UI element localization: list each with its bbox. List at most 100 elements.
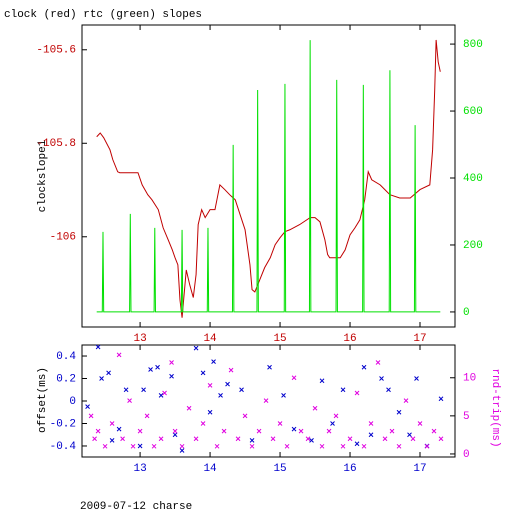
data-point [158,436,164,442]
data-point [312,405,318,411]
y-tick-label: -105.6 [36,45,76,57]
data-point [109,438,115,443]
x-tick-label: 14 [203,333,217,345]
y-axis-label: clockslope1 [37,139,49,212]
data-point [354,441,360,447]
y-tick-label: 0 [69,396,76,408]
data-point [267,364,272,370]
data-point [270,436,276,442]
data-point [130,443,136,449]
data-point [169,373,174,379]
y2-tick-label: 800 [463,39,483,51]
y2-tick-label: 600 [463,106,483,118]
y-tick-label: -0.4 [50,441,77,453]
data-point [382,436,388,442]
y2-tick-label: 200 [463,240,483,252]
data-point [148,367,153,372]
data-point [99,376,104,381]
data-point [92,436,97,442]
data-point [319,378,325,384]
x-tick-label: 16 [343,463,356,475]
data-point [179,443,185,449]
data-point [242,413,248,419]
data-point [95,428,101,434]
x-tick-label: 15 [273,463,286,475]
data-point [85,404,90,409]
data-point [291,375,297,381]
data-point [347,436,353,442]
data-point [200,421,206,426]
data-point [403,398,409,403]
x-tick-label: 17 [413,333,426,345]
y2-tick-label: 400 [463,173,483,185]
y2-tick-label: 0 [463,449,470,461]
data-point [137,428,143,434]
data-point [123,387,129,393]
data-point [120,436,125,442]
data-point [141,387,146,393]
data-point [116,426,122,432]
y-tick-label: 0.4 [56,351,76,363]
x-tick-label: 13 [133,463,146,475]
data-point [162,390,167,396]
data-point [228,367,234,373]
y2-tick-label: 5 [463,411,470,423]
plot-frame [81,24,456,328]
data-point [172,428,178,434]
data-point [207,383,213,388]
x-tick-label: 17 [413,463,426,475]
data-point [396,409,402,415]
y2-tick-label: 10 [463,373,476,385]
data-point [137,443,143,449]
data-point [354,390,360,396]
data-point [158,393,164,398]
data-point [106,370,111,376]
y-axis-label: offset(ms) [37,367,49,433]
data-point [151,443,157,449]
data-point [407,432,412,438]
data-point [417,421,423,426]
data-point [193,345,199,351]
data-point [424,443,430,449]
data-point [109,421,115,426]
data-point [298,428,304,434]
data-point [193,436,199,442]
data-point [235,436,241,442]
data-point [284,443,290,449]
data-point [396,443,402,449]
data-point [200,370,206,376]
data-point [291,426,297,432]
data-point [305,436,311,442]
data-point [214,443,220,449]
data-point [340,387,346,393]
data-point [249,443,255,449]
data-point [169,360,174,365]
chart-title: clock (red) rtc (green) slopes [4,9,202,21]
data-point [95,344,101,350]
data-point [281,393,286,398]
data-point [207,409,213,415]
data-point [225,381,230,387]
data-point [277,421,283,426]
data-point [438,396,444,402]
data-point [389,428,395,434]
data-point [211,359,216,364]
data-point [221,428,227,434]
data-point [144,413,150,419]
data-point [361,443,367,449]
x-tick-label: 16 [343,333,356,345]
data-point [239,387,244,393]
data-point [326,428,332,434]
data-point [386,387,391,393]
data-point [218,393,223,398]
data-point [309,438,314,443]
data-point [361,364,367,370]
data-point [340,443,346,449]
data-point [375,360,381,365]
data-point [155,364,160,370]
x-tick-label: 15 [273,333,286,345]
data-point [379,376,384,381]
data-point [127,398,132,403]
